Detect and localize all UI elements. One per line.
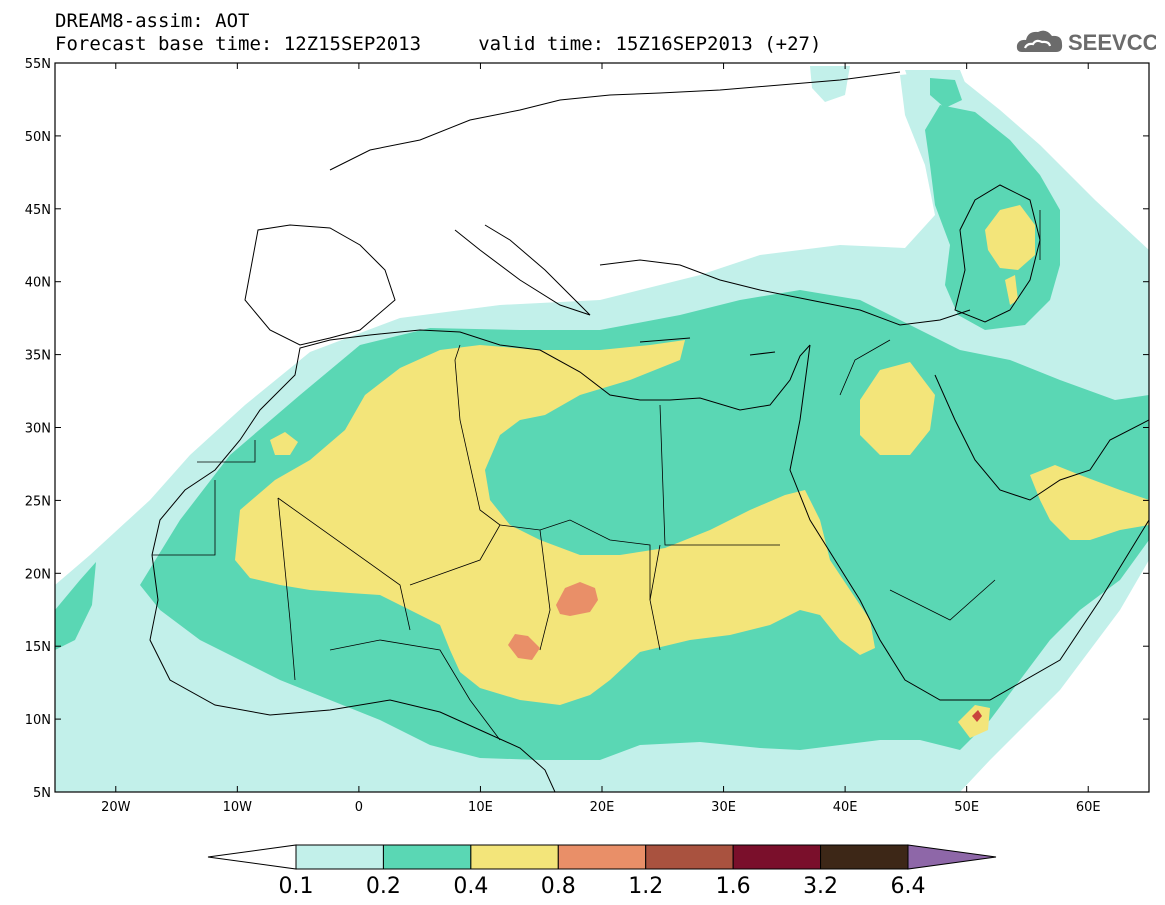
longitude-labels: 20W 10W 0 10E 20E 30E 40E 50E 60E [101,800,1101,815]
colorbar-bin [732,844,822,870]
lat-tick-label: 55N [25,57,51,72]
lon-tick-label: 20E [590,800,615,815]
colorbar-label: 1.2 [628,874,663,899]
colorbar-label: 0.4 [453,874,488,899]
aot-level-0.4 [235,205,1149,738]
colorbar-bin [557,844,647,870]
lat-tick-label: 15N [25,640,51,655]
lat-tick-label: 35N [25,349,51,364]
lat-tick-label: 10N [25,713,51,728]
lat-tick-label: 45N [25,203,51,218]
latitude-labels: 55N 50N 45N 40N 35N 30N 25N 20N 15N 10N 5N [25,57,51,801]
lon-tick-label: 40E [833,800,858,815]
colorbar-bin [645,844,734,870]
lon-tick-label: 50E [954,800,979,815]
colorbar: 0.1 0.2 0.4 0.8 1.2 1.6 3.2 6.4 [207,844,997,899]
seevccc-logo: SEEVCCC [1016,30,1156,55]
map-title: DREAM8-assim: AOT [55,10,250,32]
colorbar-bin [382,844,472,870]
lat-tick-label: 40N [25,276,51,291]
colorbar-label: 0.8 [541,874,576,899]
aot-field [55,66,1149,792]
lat-tick-label: 25N [25,494,51,509]
lat-tick-label: 30N [25,422,51,437]
colorbar-over-arrow [907,844,997,870]
aot-level-0.8 [508,582,598,660]
colorbar-bin [295,844,384,870]
lon-tick-label: 10E [468,800,493,815]
lat-tick-label: 5N [33,786,51,801]
colorbar-label: 0.1 [279,874,314,899]
aot-level-1.2 [972,710,982,722]
lon-tick-label: 0 [355,800,363,815]
colorbar-label: 3.2 [803,874,838,899]
lat-tick-label: 20N [25,567,51,582]
lon-tick-label: 10W [223,800,253,815]
lat-tick-label: 50N [25,130,51,145]
colorbar-bin [820,844,909,870]
colorbar-label: 6.4 [891,874,926,899]
colorbar-label: 1.6 [716,874,751,899]
cloud-icon [1016,30,1063,52]
country-borders [152,210,1041,741]
colorbar-under-arrow [207,844,297,870]
coastlines [149,71,1149,792]
axis-ticks [55,62,1149,793]
lon-tick-label: 30E [711,800,736,815]
lon-tick-label: 60E [1076,800,1101,815]
forecast-time-subtitle: Forecast base time: 12Z15SEP2013 valid t… [55,33,822,55]
colorbar-bin [470,844,559,870]
lon-tick-label: 20W [101,800,131,815]
colorbar-label: 0.2 [366,874,401,899]
logo-text: SEEVCCC [1068,30,1156,55]
